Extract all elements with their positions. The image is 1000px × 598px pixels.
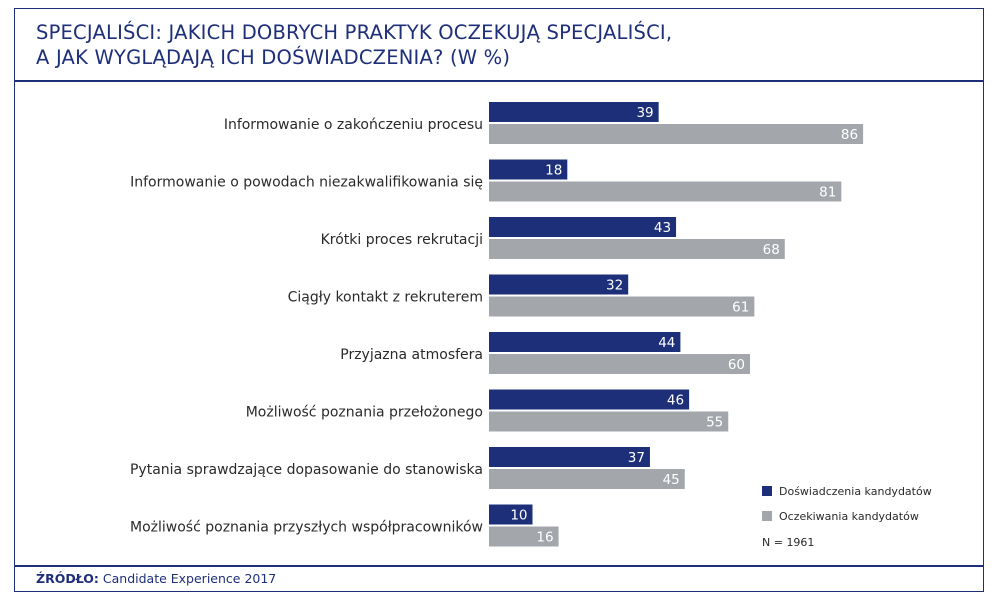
bar-oczekiwania-kandydatow-8 <box>489 526 559 547</box>
data-label: 32 <box>606 278 623 294</box>
bar-doswiadczenia-kandydatow-4 <box>489 274 629 295</box>
data-label: 61 <box>732 300 749 316</box>
data-label: 60 <box>728 357 745 373</box>
bar-oczekiwania-kandydatow-4 <box>489 296 755 317</box>
data-label: 68 <box>763 242 780 258</box>
data-label: 16 <box>536 530 553 546</box>
source-label: ŹRÓDŁO: <box>36 571 99 586</box>
bar-doswiadczenia-kandydatow-6 <box>489 389 690 410</box>
bar-doswiadczenia-kandydatow-1 <box>489 102 659 122</box>
category-label: Możliwość poznania przełożonego <box>246 405 483 421</box>
legend-swatch-doswiadczenia-kandydatow <box>762 486 772 496</box>
bar-oczekiwania-kandydatow-3 <box>489 239 785 259</box>
bar-oczekiwania-kandydatow-7 <box>489 469 685 489</box>
data-label: 55 <box>706 415 723 431</box>
category-label: Możliwość poznania przyszłych współpraco… <box>130 520 483 536</box>
data-label: 18 <box>545 163 562 179</box>
legend-entry: Doświadczenia kandydatów <box>779 485 932 498</box>
sample-size-note: N = 1961 <box>762 536 814 549</box>
data-label: 10 <box>510 508 527 524</box>
bar-doswiadczenia-kandydatow-8 <box>489 504 533 525</box>
bar-doswiadczenia-kandydatow-5 <box>489 332 681 352</box>
bar-doswiadczenia-kandydatow-2 <box>489 159 568 180</box>
legend-entry: Oczekiwania kandydatów <box>779 510 919 523</box>
data-label: 45 <box>663 472 680 488</box>
data-label: 81 <box>819 185 836 201</box>
source-note: ŹRÓDŁO: Candidate Experience 2017 <box>36 571 276 586</box>
title-line-2: A JAK WYGLĄDAJĄ ICH DOŚWIADCZENIA? (W %) <box>36 46 511 69</box>
category-label: Krótki proces rekrutacji <box>321 232 483 248</box>
chart-title: SPECJALIŚCI: JAKICH DOBRYCH PRAKTYK OCZE… <box>36 20 672 70</box>
data-label: 46 <box>667 393 684 409</box>
bar-doswiadczenia-kandydatow-3 <box>489 217 677 237</box>
data-label: 37 <box>628 450 645 466</box>
title-divider <box>14 80 984 82</box>
data-label: 86 <box>841 127 858 143</box>
category-label: Informowanie o powodach niezakwalifikowa… <box>130 175 483 191</box>
bar-oczekiwania-kandydatow-5 <box>489 354 750 374</box>
source-divider <box>14 565 984 567</box>
data-label: 44 <box>658 335 675 351</box>
title-line-1: SPECJALIŚCI: JAKICH DOBRYCH PRAKTYK OCZE… <box>36 21 673 44</box>
category-label: Przyjazna atmosfera <box>340 347 483 363</box>
data-label: 43 <box>654 220 671 236</box>
bar-oczekiwania-kandydatow-1 <box>489 124 864 144</box>
category-label: Ciągły kontakt z rekruterem <box>288 290 483 306</box>
category-label: Informowanie o zakończeniu procesu <box>224 117 483 133</box>
source-text: Candidate Experience 2017 <box>98 571 277 586</box>
bar-doswiadczenia-kandydatow-7 <box>489 447 650 467</box>
bar-oczekiwania-kandydatow-2 <box>489 181 842 202</box>
legend-swatch-oczekiwania-kandydatow <box>762 511 772 521</box>
data-label: 39 <box>636 105 653 121</box>
bar-oczekiwania-kandydatow-6 <box>489 411 729 432</box>
category-label: Pytania sprawdzające dopasowanie do stan… <box>130 462 483 478</box>
